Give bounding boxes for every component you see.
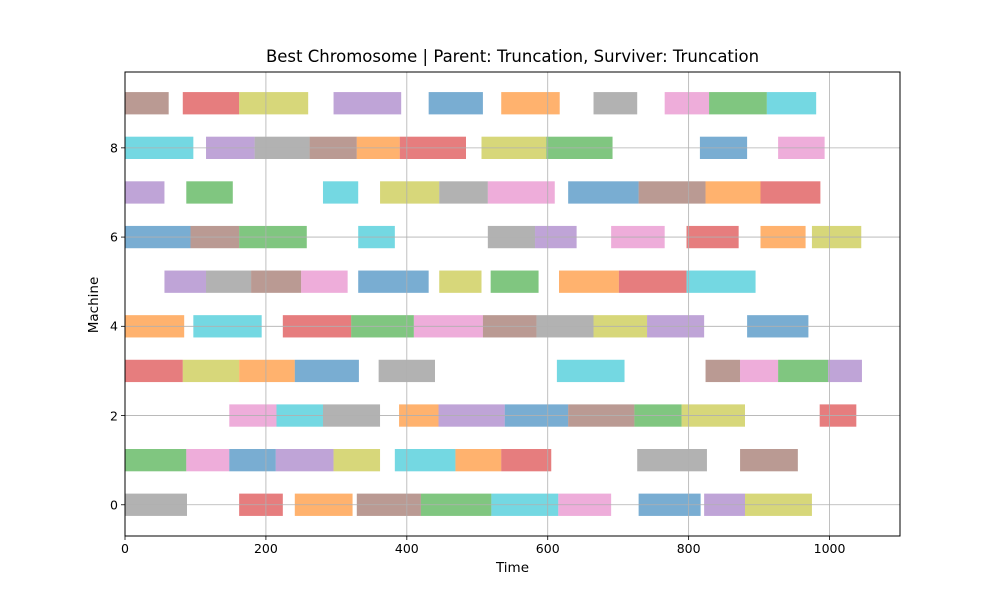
task-bar xyxy=(686,270,756,293)
task-bar xyxy=(394,449,456,472)
task-bar xyxy=(559,270,619,293)
axes-frame xyxy=(124,71,901,537)
task-bar xyxy=(439,181,488,204)
task-bar xyxy=(275,449,334,472)
task-bar xyxy=(709,92,767,115)
task-bar xyxy=(333,92,402,115)
task-bar xyxy=(778,359,829,383)
task-bar xyxy=(186,181,233,204)
task-bar xyxy=(186,449,230,472)
task-bar xyxy=(828,359,862,383)
task-bar xyxy=(164,270,207,293)
x-axis-label: Time xyxy=(495,560,530,576)
task-bar xyxy=(380,181,440,204)
task-bar xyxy=(490,270,539,293)
x-tick-label: 600 xyxy=(535,541,560,556)
task-bar xyxy=(760,181,821,204)
task-bar xyxy=(229,449,276,472)
task-bar xyxy=(556,359,625,383)
y-tick-label: 2 xyxy=(110,408,118,424)
task-bar xyxy=(294,359,359,383)
task-bar xyxy=(501,92,560,115)
y-tick-label: 4 xyxy=(110,318,118,334)
y-tick-label: 6 xyxy=(110,229,118,245)
task-bar xyxy=(125,92,169,115)
task-bar xyxy=(358,270,429,293)
task-bar xyxy=(439,270,482,293)
task-bar xyxy=(740,359,779,383)
task-bar xyxy=(239,92,309,115)
task-bar xyxy=(455,449,502,472)
task-bar xyxy=(568,181,639,204)
x-tick-label: 0 xyxy=(121,541,129,556)
task-bar xyxy=(487,181,555,204)
task-bar xyxy=(705,181,761,204)
task-bar xyxy=(664,92,710,115)
task-bar xyxy=(428,92,483,115)
task-bar xyxy=(301,270,348,293)
x-tick-label: 800 xyxy=(676,541,701,556)
x-tick-label: 400 xyxy=(394,541,419,556)
task-bar xyxy=(125,359,183,383)
task-bar xyxy=(766,92,817,115)
task-bar xyxy=(125,449,187,472)
task-bar xyxy=(638,181,706,204)
y-tick-label: 8 xyxy=(110,140,118,156)
x-tick-label: 1000 xyxy=(813,541,846,556)
x-tick-label: 200 xyxy=(253,541,278,556)
task-bar xyxy=(206,270,252,293)
task-bar xyxy=(333,449,381,472)
task-bar xyxy=(239,359,295,383)
task-bar xyxy=(740,449,798,472)
y-tick-label: 0 xyxy=(110,497,118,513)
task-bar xyxy=(501,449,552,472)
task-bar xyxy=(637,449,707,472)
task-bar xyxy=(593,92,638,115)
task-bar xyxy=(322,181,359,204)
task-bar xyxy=(125,181,165,204)
task-bar xyxy=(705,359,741,383)
task-bar xyxy=(618,270,687,293)
task-bar xyxy=(182,359,240,383)
task-bar xyxy=(251,270,302,293)
chart-title: Best Chromosome | Parent: Truncation, Su… xyxy=(265,47,760,66)
y-axis-label: Machine xyxy=(86,276,102,334)
task-bar xyxy=(182,92,240,115)
